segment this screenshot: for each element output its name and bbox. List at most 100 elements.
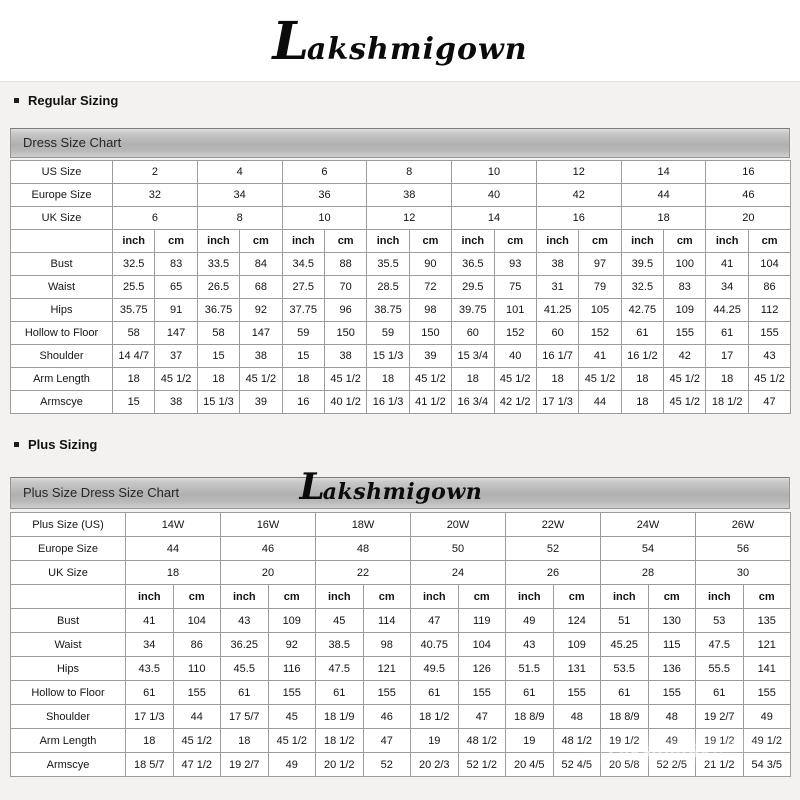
measurement-cell: 38.75: [366, 298, 410, 322]
size-cell: 6: [112, 206, 198, 230]
plus-size-chart-bar: Plus Size Dress Size Chart Lakshmigown: [10, 469, 790, 509]
unit-header-cell: inch: [705, 229, 749, 253]
measurement-cell: 18 5/7: [125, 752, 174, 777]
measurement-cell: 47: [457, 704, 506, 729]
row-label: Armscye: [10, 390, 113, 414]
measurement-cell: 105: [578, 298, 622, 322]
row-label: [10, 229, 113, 253]
size-cell: 32: [112, 183, 198, 207]
row-label: Hollow to Floor: [10, 680, 126, 705]
measurement-cell: 15 1/3: [366, 344, 410, 368]
size-cell: 40: [451, 183, 537, 207]
unit-header-cell: inch: [451, 229, 495, 253]
row-label: Hips: [10, 298, 113, 322]
measurement-cell: 45: [267, 704, 316, 729]
size-cell: 18: [620, 206, 707, 230]
measurement-cell: 92: [267, 632, 316, 657]
measurement-cell: 45 1/2: [239, 367, 283, 391]
measurement-cell: 104: [457, 632, 506, 657]
measurement-cell: 53.5: [600, 656, 649, 681]
size-cell: 52: [505, 536, 601, 561]
measurement-cell: 47: [362, 728, 411, 753]
measurement-cell: 115: [647, 632, 696, 657]
measurement-cell: 52 1/2: [457, 752, 506, 777]
size-cell: 46: [705, 183, 792, 207]
measurement-cell: 114: [362, 608, 411, 633]
measurement-cell: 104: [172, 608, 221, 633]
size-cell: 48: [315, 536, 411, 561]
measurement-cell: 52 2/5: [647, 752, 696, 777]
measurement-cell: 45.5: [220, 656, 269, 681]
unit-header-cell: inch: [410, 584, 459, 609]
row-label: Bust: [10, 252, 113, 276]
measurement-cell: 18 1/2: [315, 728, 364, 753]
measurement-cell: 126: [457, 656, 506, 681]
measurement-cell: 61: [410, 680, 459, 705]
measurement-cell: 49 1/2: [742, 728, 791, 753]
measurement-cell: 83: [154, 252, 198, 276]
measurement-cell: 61: [315, 680, 364, 705]
brand-logo-small-rest: akshmigown: [322, 479, 483, 505]
row-label: Waist: [10, 275, 113, 299]
measurement-cell: 15: [281, 344, 325, 368]
measurement-cell: 36.5: [451, 252, 495, 276]
measurement-row: Arm Length 18 45 1/2 18 45 1/2 18 1/2 47 19 48 1…: [10, 728, 791, 753]
measurement-cell: 121: [742, 632, 791, 657]
size-cell: 16: [705, 160, 792, 184]
measurement-cell: 45 1/2: [578, 367, 622, 391]
measurement-cell: 101: [493, 298, 537, 322]
measurement-cell: 48: [552, 704, 601, 729]
measurement-cell: 147: [154, 321, 198, 345]
measurement-cell: 17 1/3: [535, 390, 580, 414]
measurement-cell: 19 2/7: [220, 752, 269, 777]
row-label: Arm Length: [10, 728, 126, 753]
row-label: Shoulder: [10, 344, 113, 368]
brand-logo: Lakshmigown: [0, 16, 800, 68]
measurement-cell: 79: [578, 275, 622, 299]
measurement-cell: 41: [125, 608, 174, 633]
measurement-cell: 42 1/2: [493, 390, 537, 414]
measurement-cell: 51: [600, 608, 649, 633]
measurement-cell: 19 1/2: [695, 728, 744, 753]
unit-header-cell: cm: [663, 229, 707, 253]
row-label: UK Size: [10, 560, 126, 585]
unit-header-cell: inch: [600, 584, 649, 609]
brand-logo-small-initial: L: [299, 466, 324, 508]
measurement-cell: 61: [505, 680, 554, 705]
measurement-cell: 15 1/3: [196, 390, 241, 414]
measurement-cell: 155: [663, 321, 707, 345]
plus-size-chart-title: Plus Size Dress Size Chart: [23, 485, 180, 500]
unit-header-cell: cm: [362, 584, 411, 609]
measurement-cell: 45 1/2: [663, 367, 707, 391]
measurement-cell: 109: [267, 608, 316, 633]
measurement-cell: 55.5: [695, 656, 744, 681]
measurement-cell: 27.5: [281, 275, 325, 299]
measurement-cell: 18: [111, 367, 156, 391]
measurement-cell: 38: [154, 390, 198, 414]
measurement-cell: 47 1/2: [172, 752, 221, 777]
row-label: Plus Size (US): [10, 512, 126, 537]
measurement-cell: 112: [747, 298, 792, 322]
measurement-cell: 68: [239, 275, 283, 299]
measurement-cell: 116: [267, 656, 316, 681]
measurement-row: Bust 32.5 83 33.5 84 34.5 88 35.5 90 36.5 93 38 97 39…: [10, 252, 792, 276]
regular-size-table: US Size 2 4 6 8 10 12 14 16 Europe Size 32 34 36 38 40…: [10, 160, 792, 414]
measurement-cell: 34: [125, 632, 174, 657]
measurement-cell: 155: [362, 680, 411, 705]
measurement-cell: 38.5: [315, 632, 364, 657]
measurement-cell: 130: [647, 608, 696, 633]
measurement-cell: 38: [239, 344, 283, 368]
measurement-cell: 17 5/7: [220, 704, 269, 729]
size-cell: 14: [451, 206, 537, 230]
measurement-cell: 52: [362, 752, 411, 777]
plus-sizing-heading: Plus Sizing: [14, 437, 97, 452]
unit-header-cell: inch: [695, 584, 744, 609]
size-cell: 22: [315, 560, 411, 585]
measurement-cell: 98: [408, 298, 453, 322]
row-label: Hips: [10, 656, 126, 681]
regular-sizing-heading: Regular Sizing: [14, 93, 118, 108]
plus-size-table-body: Plus Size (US) 14W 16W 18W 20W 22W 24W 26W Europ…: [10, 512, 791, 777]
measurement-cell: 28.5: [366, 275, 410, 299]
measurement-cell: 20 5/8: [600, 752, 649, 777]
measurement-cell: 31: [535, 275, 580, 299]
